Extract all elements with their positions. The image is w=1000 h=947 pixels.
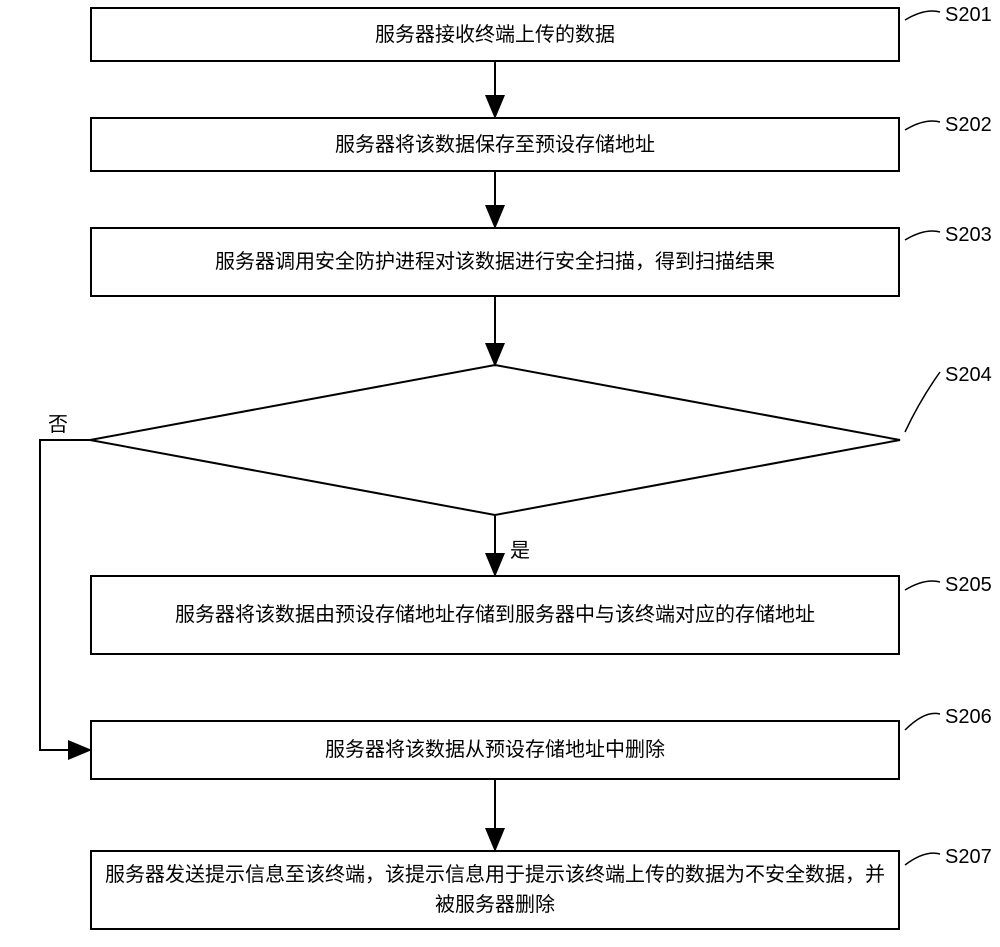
step-connector bbox=[905, 713, 940, 730]
flow-node-text: 服务器将该数据保存至预设存储地址 bbox=[335, 130, 655, 160]
step-label-s204: S204 bbox=[945, 364, 992, 387]
flow-node-s206: 服务器将该数据从预设存储地址中删除 bbox=[90, 720, 900, 780]
step-label-s207: S207 bbox=[945, 846, 992, 869]
step-connector bbox=[905, 853, 940, 865]
step-label-s206: S206 bbox=[945, 706, 992, 729]
flow-node-s201: 服务器接收终端上传的数据 bbox=[90, 7, 900, 62]
step-connector bbox=[905, 231, 940, 240]
edge-label-no: 否 bbox=[48, 408, 68, 437]
step-connector bbox=[905, 372, 940, 432]
step-label-s205: S205 bbox=[945, 574, 992, 597]
flow-node-text: 服务器调用安全防护进程对该数据进行安全扫描，得到扫描结果 bbox=[215, 247, 775, 277]
flow-node-s202: 服务器将该数据保存至预设存储地址 bbox=[90, 117, 900, 172]
flow-node-text: 服务器将该数据由预设存储地址存储到服务器中与该终端对应的存储地址 bbox=[175, 600, 815, 630]
step-connector bbox=[905, 581, 940, 590]
edge-label-yes: 是 bbox=[510, 534, 530, 563]
flow-node-s205: 服务器将该数据由预设存储地址存储到服务器中与该终端对应的存储地址 bbox=[90, 575, 900, 655]
step-label-s202: S202 bbox=[945, 114, 992, 137]
step-label-s203: S203 bbox=[945, 224, 992, 247]
flow-node-text: 根据该扫描结果，服务器判断该数据是否为安全数据 bbox=[265, 434, 725, 456]
step-connector bbox=[905, 121, 940, 130]
step-label-s201: S201 bbox=[945, 4, 992, 27]
flow-node-text: 服务器发送提示信息至该终端，该提示信息用于提示该终端上传的数据为不安全数据，并被… bbox=[104, 860, 886, 920]
flow-node-s204-text: 根据该扫描结果，服务器判断该数据是否为安全数据 bbox=[215, 428, 775, 457]
step-connector bbox=[905, 11, 940, 20]
flow-node-text: 服务器将该数据从预设存储地址中删除 bbox=[325, 735, 665, 765]
flow-node-s207: 服务器发送提示信息至该终端，该提示信息用于提示该终端上传的数据为不安全数据，并被… bbox=[90, 850, 900, 930]
flow-node-s203: 服务器调用安全防护进程对该数据进行安全扫描，得到扫描结果 bbox=[90, 227, 900, 297]
flow-node-text: 服务器接收终端上传的数据 bbox=[375, 20, 615, 50]
edge-arrow-no bbox=[40, 440, 90, 750]
